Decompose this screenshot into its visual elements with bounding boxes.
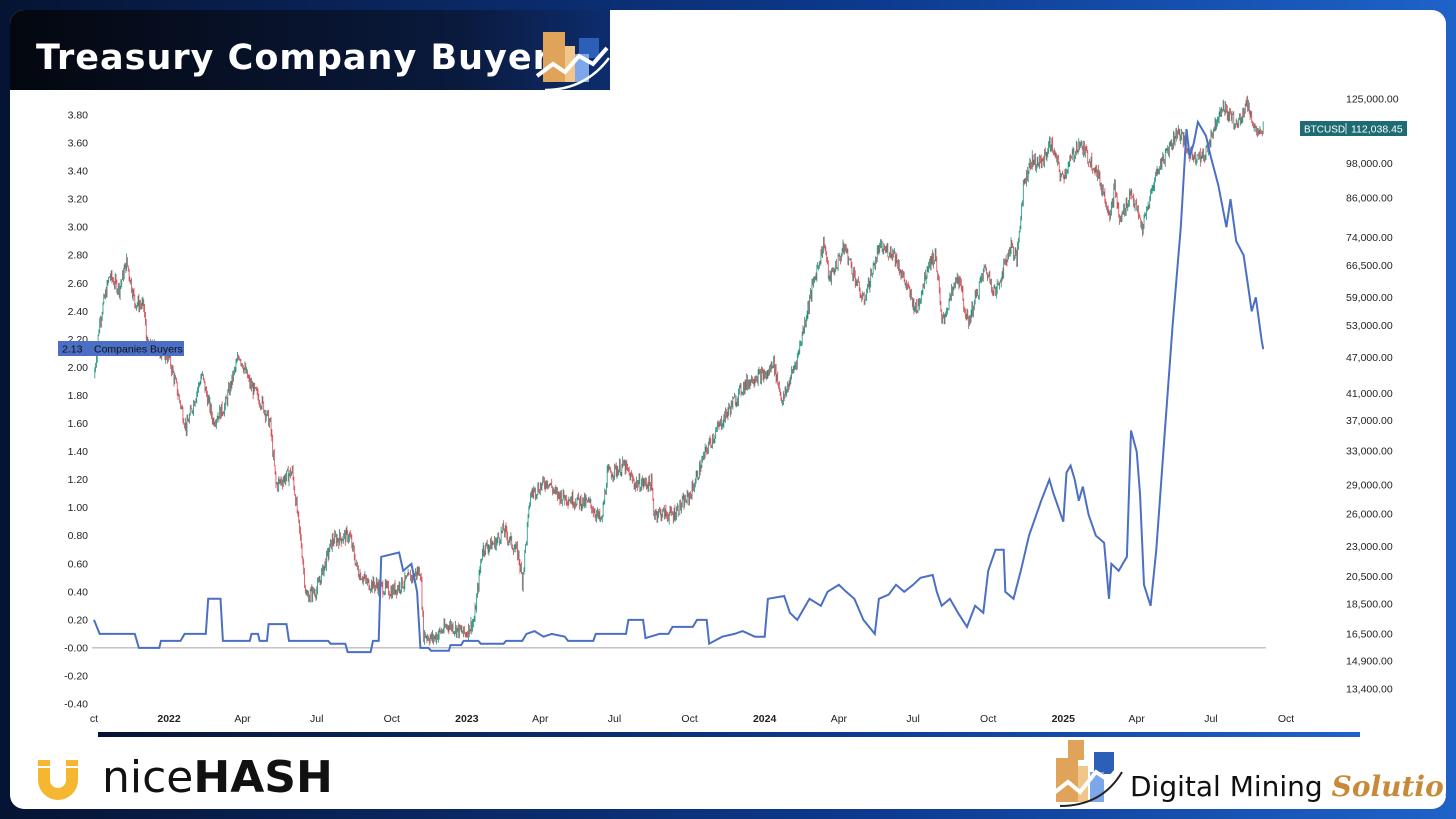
right-axis-tick-label: 26,000.00 — [1346, 508, 1393, 520]
dms-header-logo-icon — [535, 32, 610, 92]
left-axis-tick-label: 2.40 — [68, 306, 89, 318]
btcusd-symbol: BTCUSD — [1304, 125, 1345, 136]
left-axis-tick-label: 1.00 — [68, 502, 89, 514]
left-axis-tick-label: 1.80 — [68, 390, 89, 402]
right-axis-tick-label: 18,500.00 — [1346, 598, 1393, 610]
right-axis-tick-label: 13,400.00 — [1346, 684, 1393, 696]
left-axis-tick-label: 0.60 — [68, 558, 89, 570]
x-axis-tick-label: Apr — [1129, 713, 1146, 725]
companies-buyers-label: 2.13 Companies Buyers — [58, 341, 184, 356]
x-axis-tick-label: 2024 — [753, 713, 777, 725]
x-axis-tick-label: Jul — [1204, 713, 1217, 725]
left-axis-tick-label: -0.40 — [64, 699, 88, 711]
left-axis-ticks: 3.803.603.403.203.002.802.602.402.202.00… — [64, 110, 88, 711]
right-axis-ticks: 125,000.00 98,000.00 86,000.00 74,000.00 66,… — [1346, 94, 1399, 696]
nicehash-u-icon — [38, 760, 78, 800]
footer-divider — [98, 732, 1360, 737]
chart-panel: 3.80 3.60 3.40 3.20 3.00 2.80 2.60 2.40 2.20 2.00… — [10, 10, 1446, 809]
x-axis-tick-label: Apr — [532, 713, 549, 725]
x-axis-tick-label: Oct — [1278, 713, 1294, 725]
companies-buyers-name: Companies Buyers — [94, 344, 183, 356]
left-axis-tick-label: 0.80 — [68, 530, 89, 542]
x-axis-tick-label: 2022 — [157, 713, 181, 725]
x-axis-tick-label: Jul — [906, 713, 919, 725]
right-axis-tick-label: 59,000.00 — [1346, 292, 1393, 304]
x-axis-tick-label: Oct — [681, 713, 697, 725]
digital-mining-solutions-logo: Digital Mining Solutions — [1046, 738, 1446, 808]
right-axis-tick-label: 53,000.00 — [1346, 320, 1393, 332]
x-axis-tick-label: Apr — [234, 713, 251, 725]
btcusd-price-label: BTCUSD 112,038.45 — [1300, 121, 1407, 136]
left-axis-tick-label: -0.20 — [64, 670, 88, 682]
left-axis-tick-label: 1.20 — [68, 474, 89, 486]
title-bar: Treasury Company Buyers — [10, 10, 610, 92]
nicehash-logo: niceHASH — [34, 752, 334, 806]
right-axis-tick-label: 37,000.00 — [1346, 415, 1393, 427]
right-axis-tick-label: 98,000.00 — [1346, 158, 1393, 170]
right-axis-tick-label: 47,000.00 — [1346, 352, 1393, 364]
left-axis-tick-label: 0.40 — [68, 586, 89, 598]
x-axis-tick-label: Apr — [831, 713, 848, 725]
dms-wordmark: Digital Mining Solutions — [1130, 770, 1446, 803]
x-axis-tick-label: ct — [90, 713, 98, 725]
left-axis-tick-label: 3.40 — [68, 166, 89, 178]
right-axis-tick-label: 20,500.00 — [1346, 571, 1393, 583]
dms-footer-logo-icon — [1048, 740, 1124, 807]
right-axis-tick-label: 33,000.00 — [1346, 445, 1393, 457]
x-axis-tick-label: Oct — [980, 713, 996, 725]
x-axis-tick-label: 2023 — [455, 713, 479, 725]
right-axis-tick-label: 16,500.00 — [1346, 629, 1393, 641]
left-axis-tick-label: 3.60 — [68, 138, 89, 150]
left-axis-tick-label: 1.60 — [68, 418, 89, 430]
right-axis-tick-label: 74,000.00 — [1346, 232, 1393, 244]
left-axis-tick-label: 3.80 — [68, 110, 89, 122]
right-axis-tick-label: 23,000.00 — [1346, 541, 1393, 553]
left-axis-tick-label: 2.00 — [68, 362, 89, 374]
x-axis-tick-label: Jul — [310, 713, 323, 725]
btcusd-last-price: 112,038.45 — [1351, 124, 1403, 136]
x-axis-tick-label: Oct — [384, 713, 400, 725]
x-axis-tick-label: 2025 — [1052, 713, 1076, 725]
left-axis-tick-label: 3.00 — [68, 222, 89, 234]
right-axis-tick-label: 66,500.00 — [1346, 260, 1393, 272]
page-title: Treasury Company Buyers — [36, 38, 573, 78]
x-axis-ticks: ct 2022 Apr Jul Oct 2023 Apr Jul Oct 2024 Apr Jul Oc… — [90, 713, 1294, 725]
left-axis-tick-label: 1.40 — [68, 446, 89, 458]
left-axis-tick-label: 2.60 — [68, 278, 89, 290]
right-axis-tick-label: 14,900.00 — [1346, 655, 1393, 667]
companies-buyers-line — [93, 119, 1265, 654]
right-axis-tick-label: 125,000.00 — [1346, 94, 1399, 106]
left-axis-tick-label: 0.20 — [68, 614, 89, 626]
companies-buyers-value: 2.13 — [62, 344, 83, 356]
btcusd-candles — [94, 95, 1264, 646]
right-axis-tick-label: 86,000.00 — [1346, 192, 1393, 204]
left-axis-tick-label: -0.00 — [64, 642, 88, 654]
right-axis-tick-label: 41,000.00 — [1346, 388, 1393, 400]
left-axis-tick-label: 2.80 — [68, 250, 89, 262]
nicehash-wordmark: niceHASH — [102, 752, 333, 803]
right-axis-tick-label: 29,000.00 — [1346, 480, 1393, 492]
left-axis-tick-label: 3.20 — [68, 194, 89, 206]
chart-canvas: 3.803.603.403.203.002.802.602.402.202.00… — [58, 94, 1407, 725]
x-axis-tick-label: Jul — [608, 713, 621, 725]
